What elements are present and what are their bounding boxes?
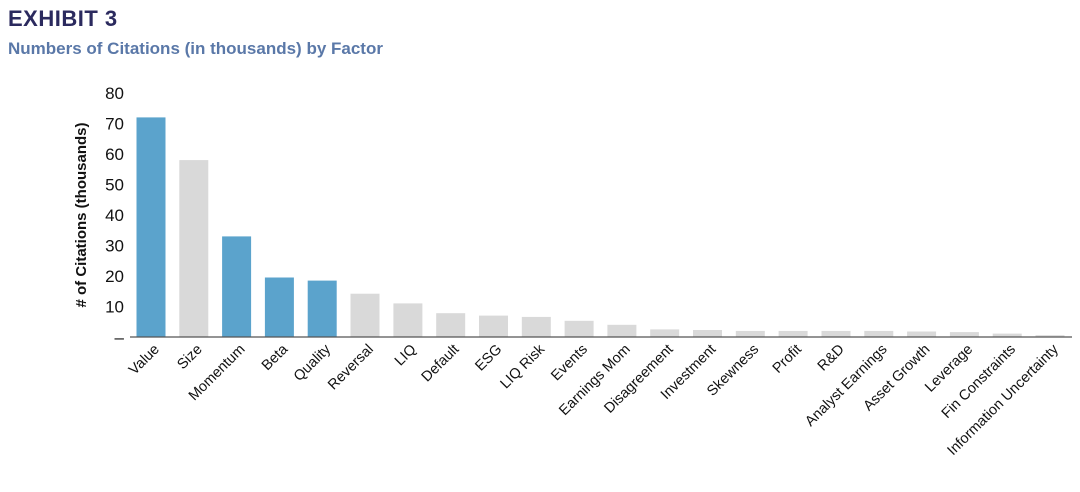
- x-tick-label: Size: [174, 342, 205, 373]
- bar-reversal: [350, 293, 380, 337]
- x-tick-label: LIQ Risk: [497, 341, 548, 392]
- y-tick-label: 40: [105, 206, 124, 225]
- x-tick-label: Value: [126, 342, 163, 379]
- bar-esg: [479, 315, 508, 337]
- bar-disagreement: [650, 329, 680, 337]
- x-tick-label: Events: [548, 342, 591, 385]
- chart-title: Numbers of Citations (in thousands) by F…: [8, 39, 383, 58]
- bar-information-uncertainty: [1035, 335, 1065, 337]
- y-axis: – 10 20 30 40 50 60 70 80: [105, 84, 124, 347]
- x-tick-label: Beta: [259, 341, 292, 374]
- bar-value: [136, 117, 166, 338]
- y-tick-label: 50: [105, 176, 124, 195]
- bar-default: [436, 313, 466, 337]
- bar-r-d: [821, 330, 851, 337]
- bar-quality: [307, 280, 337, 337]
- x-tick-label: LIQ: [392, 342, 420, 370]
- y-tick-label: 60: [105, 145, 124, 164]
- exhibit-label: EXHIBIT 3: [8, 6, 118, 31]
- y-axis-label: # of Citations (thousands): [73, 123, 90, 308]
- bar-events: [564, 320, 594, 337]
- y-tick-label: 10: [105, 298, 124, 317]
- bar-investment: [693, 330, 722, 337]
- y-tick-label: 70: [105, 115, 124, 134]
- y-tick-label: 20: [105, 267, 124, 286]
- bar-asset-growth: [907, 331, 937, 337]
- bar-fin-constraints: [992, 333, 1022, 337]
- x-tick-label: R&D: [815, 342, 848, 375]
- bars: [136, 117, 1065, 338]
- x-tick-label: Default: [419, 342, 463, 386]
- bar-profit: [778, 330, 808, 337]
- y-tick-label: 30: [105, 237, 124, 256]
- bar-leverage: [949, 332, 979, 337]
- y-tick-label: –: [115, 328, 125, 347]
- bar-skewness: [735, 330, 765, 337]
- y-tick-label: 80: [105, 84, 124, 103]
- bar-liq-risk: [521, 316, 551, 337]
- x-tick-label: ESG: [472, 342, 505, 375]
- bar-size: [179, 160, 209, 337]
- bar-liq: [393, 303, 423, 337]
- x-tick-label: Profit: [770, 342, 805, 377]
- bar-earnings-mom: [607, 324, 637, 337]
- bar-analyst-earnings: [864, 330, 894, 337]
- x-tick-label: Reversal: [325, 342, 377, 394]
- bar-momentum: [222, 236, 252, 337]
- bar-beta: [264, 277, 294, 337]
- x-tick-label: Fin Constraints: [939, 342, 1019, 422]
